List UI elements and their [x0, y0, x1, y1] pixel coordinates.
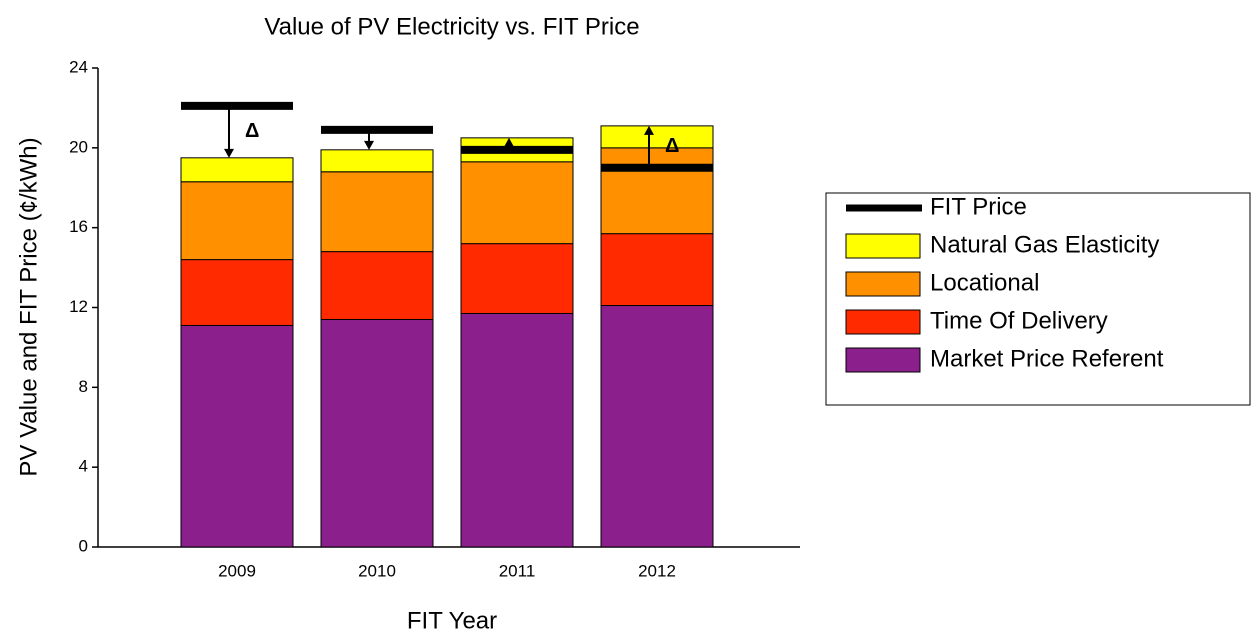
x-axis-label: FIT Year: [407, 607, 497, 634]
y-tick-label: 12: [69, 297, 88, 316]
legend-swatch: [845, 347, 921, 373]
bar-segment: [460, 161, 574, 245]
bar-segment: [600, 125, 714, 149]
x-tick-label: 2010: [358, 561, 396, 580]
chart-title: Value of PV Electricity vs. FIT Price: [264, 13, 639, 40]
y-tick-label: 4: [79, 457, 88, 476]
bar-segment: [320, 318, 434, 548]
y-tick-label: 16: [69, 217, 88, 236]
x-tick-label: 2012: [638, 561, 676, 580]
legend-label: Locational: [930, 269, 1039, 296]
bar-segment: [600, 305, 714, 548]
y-tick-label: 8: [79, 377, 88, 396]
legend-label: Market Price Referent: [930, 345, 1164, 372]
bar-segment: [180, 181, 294, 261]
bar-segment: [320, 149, 434, 173]
x-tick-label: 2009: [218, 561, 256, 580]
bar-segment: [600, 233, 714, 307]
bar-segment: [460, 243, 574, 314]
bar-segment: [180, 157, 294, 183]
y-tick-label: 20: [69, 137, 88, 156]
delta-arrowhead: [644, 125, 654, 135]
legend-label: Natural Gas Elasticity: [930, 231, 1159, 258]
legend-swatch: [845, 309, 921, 335]
legend-box: [825, 192, 1251, 406]
delta-arrowhead: [224, 148, 234, 158]
legend-label: FIT Price: [930, 193, 1027, 220]
bar-segment: [320, 251, 434, 320]
delta-label: Δ: [665, 135, 679, 157]
x-tick-label: 2011: [499, 561, 536, 580]
delta-arrowhead: [364, 140, 374, 150]
delta-label: Δ: [245, 120, 259, 142]
legend-label: Time Of Delivery: [930, 307, 1108, 334]
bar-segment: [320, 171, 434, 253]
delta-arrowhead: [504, 137, 514, 147]
legend-swatch: [845, 271, 921, 297]
y-tick-label: 0: [79, 536, 88, 555]
legend-swatch: [845, 233, 921, 259]
bar-segment: [460, 312, 574, 548]
y-axis-label: PV Value and FIT Price (¢/kWh): [15, 137, 42, 476]
bar-segment: [600, 147, 714, 235]
y-tick-label: 24: [69, 57, 88, 76]
bar-segment: [180, 324, 294, 548]
bar-segment: [180, 259, 294, 326]
